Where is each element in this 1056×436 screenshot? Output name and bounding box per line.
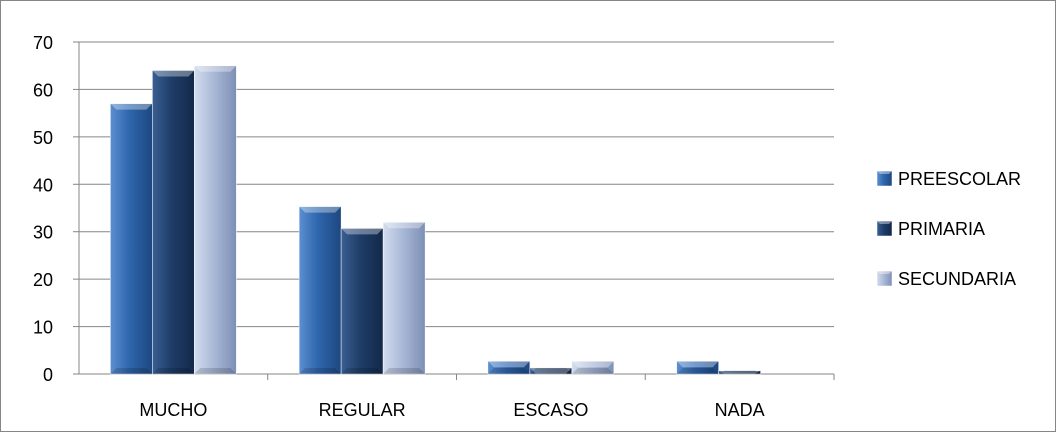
- y-tick-label: 70: [33, 33, 53, 53]
- bar-secundaria: [382, 221, 426, 375]
- bar-primaria: [529, 367, 573, 375]
- legend-label: PRIMARIA: [898, 219, 985, 239]
- legend-item-primaria: PRIMARIA: [876, 219, 985, 239]
- x-tick-label: MUCHO: [139, 400, 207, 420]
- legend-swatch: [876, 170, 893, 187]
- bar-primaria: [152, 70, 195, 375]
- y-tick-label: 0: [43, 365, 53, 385]
- bar-preescolar: [110, 103, 153, 375]
- x-tick-label: REGULAR: [319, 400, 406, 420]
- x-tick-label: NADA: [715, 400, 765, 420]
- y-tick-label: 20: [33, 270, 53, 290]
- y-tick-label: 50: [33, 128, 53, 148]
- bars: [110, 65, 761, 375]
- legend-item-preescolar: PREESCOLAR: [876, 169, 1021, 189]
- bar-preescolar: [298, 206, 342, 375]
- y-tick-label: 30: [33, 223, 53, 243]
- legend-label: SECUNDARIA: [898, 269, 1016, 289]
- bar-preescolar: [676, 360, 719, 375]
- bar-primaria: [718, 370, 761, 375]
- bar-primaria: [340, 228, 384, 375]
- bar-preescolar: [487, 360, 531, 375]
- legend: PREESCOLAR PRIMARIA SECUNDARIA: [876, 169, 1021, 289]
- legend-label: PREESCOLAR: [898, 169, 1021, 189]
- legend-item-secundaria: SECUNDARIA: [876, 269, 1016, 289]
- bar-secundaria: [194, 65, 237, 375]
- tick-labels: 0 10 20 30 40 50 60 70 MUCHO REGULAR ESCASO NADA: [33, 33, 765, 420]
- bar-secundaria: [571, 360, 615, 375]
- legend-swatch: [876, 270, 893, 287]
- x-tick-label: ESCASO: [513, 400, 588, 420]
- y-tick-label: 60: [33, 80, 53, 100]
- y-tick-label: 40: [33, 175, 53, 195]
- legend-swatch: [876, 220, 893, 237]
- y-tick-label: 10: [33, 318, 53, 338]
